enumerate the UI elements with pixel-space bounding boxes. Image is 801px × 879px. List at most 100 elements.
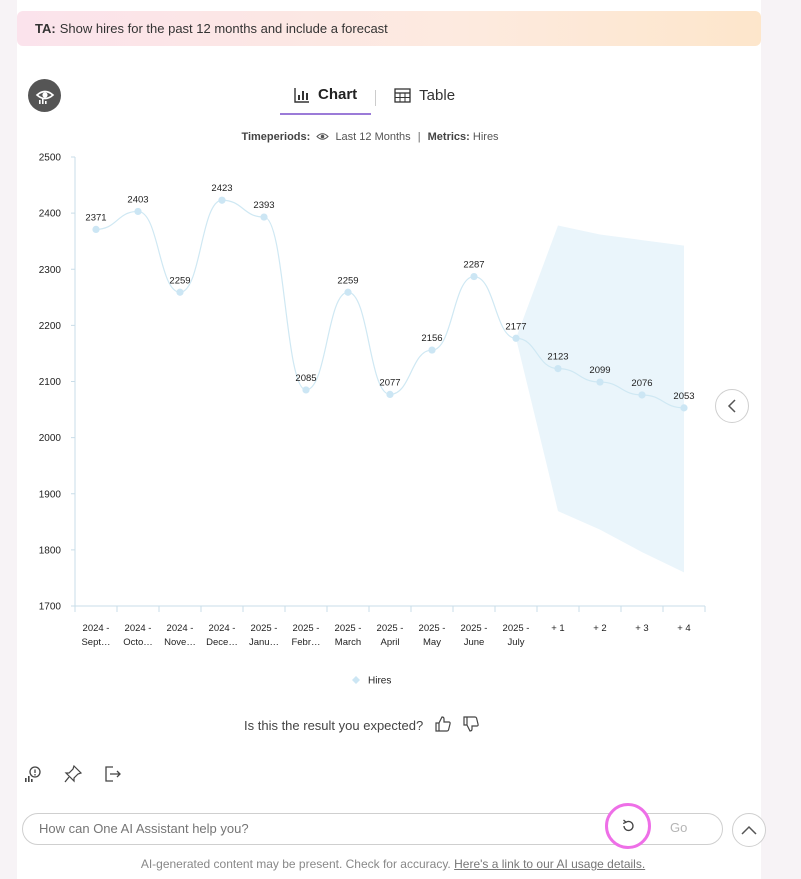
data-point	[512, 334, 520, 342]
data-point	[386, 390, 394, 399]
x-tick-label-year: 2025 -	[377, 623, 404, 634]
data-label: 2085	[295, 373, 316, 384]
view-tabs: Chart Table	[280, 80, 469, 115]
visibility-toggle-button[interactable]	[28, 79, 61, 112]
feedback-row: Is this the result you expected?	[244, 716, 479, 735]
x-tick-label-year: 2025 -	[335, 623, 362, 634]
bar-chart-icon	[294, 87, 309, 103]
data-point	[344, 288, 352, 296]
x-tick-label-month: June	[464, 637, 485, 648]
tab-table[interactable]: Table	[380, 81, 469, 114]
ai-usage-link[interactable]: Here's a link to our AI usage details.	[454, 857, 646, 871]
x-tick-label: + 1	[551, 623, 564, 634]
thumbs-up-button[interactable]	[435, 716, 451, 735]
data-label: 2099	[589, 365, 610, 376]
data-label: 2423	[211, 183, 232, 194]
chat-input[interactable]	[37, 820, 601, 837]
pin-button[interactable]	[64, 764, 83, 788]
chevron-up-icon	[741, 825, 757, 835]
x-tick-label-year: 2025 -	[419, 623, 446, 634]
collapse-side-button[interactable]	[715, 389, 749, 423]
feedback-question: Is this the result you expected?	[244, 718, 424, 733]
x-tick-label-year: 2025 -	[251, 623, 278, 634]
x-tick-label-month: Nove…	[164, 637, 196, 648]
data-point	[218, 196, 226, 204]
metrics-value: Hires	[472, 131, 499, 143]
table-icon	[394, 88, 411, 103]
thumbs-down-button[interactable]	[463, 716, 479, 735]
x-tick-label-year: 2025 -	[461, 623, 488, 634]
insight-bulb-icon	[25, 766, 41, 782]
x-tick-label-month: Sept…	[81, 637, 110, 648]
data-label: 2259	[169, 275, 190, 286]
eye-icon	[316, 133, 330, 140]
tab-chart-label: Chart	[318, 86, 358, 103]
data-point	[680, 404, 688, 412]
toolbar	[24, 764, 122, 788]
y-tick-label: 2000	[39, 433, 62, 444]
tab-table-label: Table	[419, 87, 456, 104]
x-tick-label-month: March	[335, 637, 361, 648]
data-label: 2156	[421, 333, 442, 344]
hires-chart: 1700 1800 1900 2000 2100 2200 2300 2400 2500 2024…	[39, 153, 706, 687]
tab-divider	[375, 89, 377, 106]
prompt-tag: TA:	[35, 21, 56, 36]
data-point	[470, 272, 478, 281]
pin-icon	[64, 764, 83, 783]
y-tick-label: 2500	[39, 153, 62, 164]
y-tick-label: 2200	[39, 321, 62, 332]
expand-button[interactable]	[732, 813, 766, 847]
x-tick-label-month: Janu…	[249, 637, 279, 648]
data-point	[134, 207, 142, 216]
disclaimer: AI-generated content may be present. Che…	[0, 857, 786, 871]
data-label: 2259	[337, 275, 358, 286]
user-prompt: TA: Show hires for the past 12 months an…	[17, 11, 761, 46]
insights-button[interactable]	[24, 765, 42, 788]
y-tick-label: 1700	[39, 602, 62, 613]
x-tick-label: + 4	[677, 623, 690, 634]
chart-filters: Timeperiods: Last 12 Months | Metrics: H…	[0, 131, 740, 143]
x-tick-label-year: 2025 -	[293, 623, 320, 634]
tab-chart[interactable]: Chart	[280, 80, 372, 115]
export-icon	[105, 766, 121, 782]
x-tick-label: + 3	[635, 623, 648, 634]
x-tick-label-month: Dece…	[206, 637, 238, 648]
x-tick-label-month: July	[508, 637, 525, 648]
disclaimer-text: AI-generated content may be present. Che…	[140, 857, 451, 871]
legend-marker	[352, 676, 360, 684]
data-label: 2077	[379, 377, 400, 388]
legend-label: Hires	[368, 676, 391, 687]
data-point	[638, 391, 646, 399]
data-point	[176, 288, 184, 296]
data-label: 2393	[253, 200, 274, 211]
x-tick-label-month: Febr…	[291, 637, 320, 648]
chevron-left-icon	[727, 399, 736, 413]
x-tick-label-month: May	[423, 637, 441, 648]
x-tick-label-month: Octo…	[123, 637, 153, 648]
forecast-band	[516, 225, 684, 573]
x-tick-label-year: 2025 -	[503, 623, 530, 634]
y-tick-label: 2100	[39, 377, 62, 388]
data-label: 2287	[463, 260, 484, 271]
data-label: 2371	[85, 212, 106, 223]
data-label: 2053	[673, 391, 694, 402]
data-point	[596, 378, 604, 386]
timeperiods-value: Last 12 Months	[335, 131, 411, 143]
data-point	[260, 213, 268, 221]
data-label: 2076	[631, 378, 652, 389]
prompt-text: Show hires for the past 12 months and in…	[59, 21, 388, 36]
export-button[interactable]	[104, 765, 122, 788]
data-point	[302, 386, 310, 394]
x-tick-label-year: 2024 -	[83, 623, 110, 634]
filter-separator: |	[417, 131, 421, 143]
data-point	[554, 364, 562, 373]
refresh-button[interactable]	[605, 803, 651, 849]
data-point	[92, 225, 100, 234]
go-button[interactable]: Go	[670, 820, 688, 835]
eye-chart-icon	[35, 90, 54, 104]
timeperiods-label: Timeperiods:	[241, 131, 311, 143]
x-tick-label-month: April	[380, 637, 399, 648]
y-tick-label: 2300	[39, 265, 62, 276]
metrics-label: Metrics:	[427, 131, 470, 143]
refresh-icon	[622, 819, 634, 832]
